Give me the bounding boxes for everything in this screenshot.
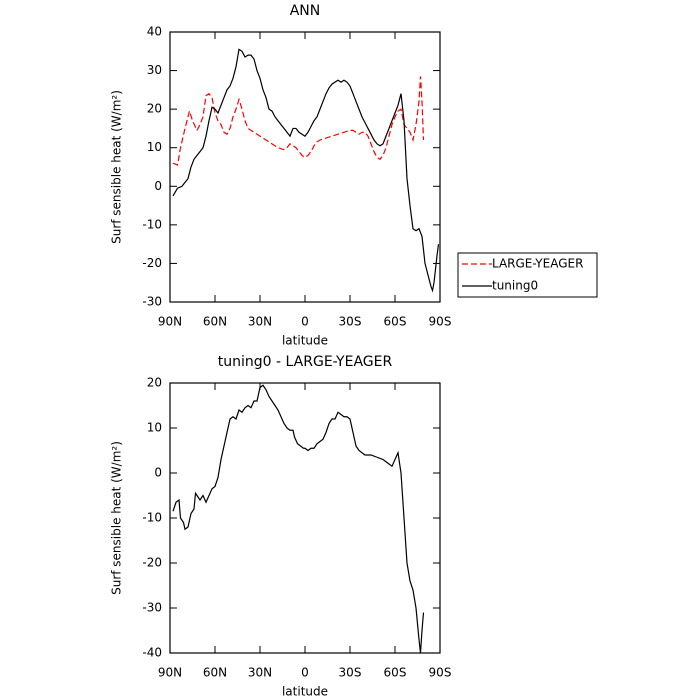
y-tick-label: 0 — [154, 179, 162, 193]
y-tick-label: 10 — [147, 140, 162, 154]
x-tick-label: 30S — [339, 315, 362, 329]
data-line — [172, 76, 425, 166]
y-axis-label: Surf sensible heat (W/m²) — [110, 90, 124, 244]
x-tick-label: 30N — [248, 315, 272, 329]
x-tick-label: 30N — [248, 666, 272, 680]
plot-frame — [169, 382, 441, 654]
y-axis-label: Surf sensible heat (W/m²) — [110, 441, 124, 595]
y-tick-label: 0 — [154, 466, 162, 480]
x-tick-label: 60S — [384, 315, 407, 329]
x-tick-label: 90S — [429, 315, 452, 329]
x-tick-label: 60N — [203, 666, 227, 680]
y-tick-label: -20 — [142, 256, 162, 270]
y-tick-label: -20 — [142, 556, 162, 570]
chart-title: ANN — [290, 3, 321, 19]
legend-label: LARGE-YEAGER — [492, 257, 583, 271]
y-tick-label: -30 — [142, 295, 162, 309]
data-line — [172, 48, 440, 293]
data-line — [172, 384, 425, 654]
x-tick-label: 90S — [429, 666, 452, 680]
x-tick-label: 90N — [158, 666, 182, 680]
plot-frame — [169, 31, 441, 303]
x-tick-label: 0 — [301, 315, 309, 329]
x-axis-label: latitude — [282, 685, 328, 699]
y-tick-label: 40 — [147, 25, 162, 39]
y-tick-label: -30 — [142, 601, 162, 615]
y-tick-label: 10 — [147, 421, 162, 435]
y-tick-label: 30 — [147, 63, 162, 77]
x-tick-label: 60S — [384, 666, 407, 680]
y-tick-label: -40 — [142, 646, 162, 660]
y-tick-label: -10 — [142, 511, 162, 525]
chart-title: tuning0 - LARGE-YEAGER — [218, 354, 393, 370]
x-axis-label: latitude — [282, 334, 328, 348]
x-tick-label: 60N — [203, 315, 227, 329]
legend-box — [457, 252, 598, 298]
legend-label: tuning0 — [492, 279, 538, 293]
y-tick-label: 20 — [147, 376, 162, 390]
y-tick-label: 20 — [147, 102, 162, 116]
x-tick-label: 0 — [301, 666, 309, 680]
y-tick-label: -10 — [142, 217, 162, 231]
x-tick-label: 90N — [158, 315, 182, 329]
x-tick-label: 30S — [339, 666, 362, 680]
